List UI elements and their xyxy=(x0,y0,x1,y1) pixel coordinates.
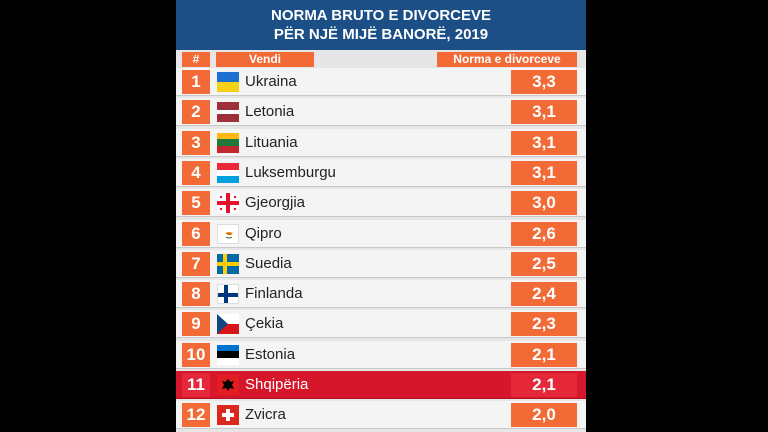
finland-flag-icon xyxy=(217,284,239,305)
sweden-flag-icon xyxy=(217,253,239,274)
divorce-rate-value: 3,1 xyxy=(511,100,577,125)
rank-cell: 10 xyxy=(182,342,210,367)
rank-cell: 7 xyxy=(182,251,210,276)
country-name: Çekia xyxy=(245,315,284,333)
czechia-flag-icon xyxy=(217,314,239,335)
divorce-rate-value: 2,5 xyxy=(511,251,577,276)
country-name: Letonia xyxy=(245,103,295,121)
rank-cell: 9 xyxy=(182,312,210,337)
country-name: Shqipëria xyxy=(245,376,309,393)
latvia-flag-icon xyxy=(217,102,239,123)
divorce-rate-value: 3,0 xyxy=(511,191,577,216)
country-name: Lituania xyxy=(245,133,298,151)
rank-cell: 4 xyxy=(182,160,210,185)
rank-cell: 2 xyxy=(182,100,210,125)
chart-title: NORMA BRUTO E DIVORCEVE PËR NJË MIJË BAN… xyxy=(176,0,586,50)
georgia-flag-icon xyxy=(217,193,239,214)
rank-cell: 3 xyxy=(182,130,210,155)
switzerland-flag-icon xyxy=(217,405,239,426)
table-row: 5 Gjeorgjia 3,0 xyxy=(176,189,586,218)
country-name: Ukraina xyxy=(245,73,297,90)
column-header-value: Norma e divorceve xyxy=(437,52,577,67)
table-row: 3 Lituania 3,1 xyxy=(176,128,586,157)
table-row: 12 Zvicra 2,0 xyxy=(176,401,586,430)
estonia-flag-icon xyxy=(217,344,239,365)
rank-cell: 5 xyxy=(182,191,210,216)
albania-flag-icon xyxy=(217,375,239,395)
ranking-panel: NORMA BRUTO E DIVORCEVE PËR NJË MIJË BAN… xyxy=(176,0,586,432)
country-name: Finlanda xyxy=(245,285,303,303)
table-row: 8 Finlanda 2,4 xyxy=(176,280,586,309)
divorce-rate-value: 2,6 xyxy=(511,221,577,246)
divorce-rate-value: 2,4 xyxy=(511,282,577,307)
divorce-rate-value: 2,0 xyxy=(511,403,577,428)
rank-cell: 8 xyxy=(182,282,210,307)
lithuania-flag-icon xyxy=(217,132,239,153)
country-name: Estonia xyxy=(245,345,296,363)
table-row: 10 Estonia 2,1 xyxy=(176,340,586,369)
country-name: Qipro xyxy=(245,224,282,242)
table-row: 4 Luksemburgu 3,1 xyxy=(176,158,586,187)
divorce-rate-value: 2,3 xyxy=(511,312,577,337)
column-header-rank: # xyxy=(182,52,210,67)
table-row: 11 Shqipëria 2,1 xyxy=(176,371,586,399)
ukraine-flag-icon xyxy=(217,72,239,92)
divorce-rate-value: 3,1 xyxy=(511,160,577,185)
divorce-rate-value: 3,3 xyxy=(511,70,577,94)
rank-cell: 6 xyxy=(182,221,210,246)
table-row: 7 Suedia 2,5 xyxy=(176,249,586,278)
country-name: Luksemburgu xyxy=(245,163,336,181)
column-header-country: Vendi xyxy=(216,52,314,67)
divorce-rate-value: 3,1 xyxy=(511,130,577,155)
divorce-rate-value: 2,1 xyxy=(511,373,577,397)
country-name: Suedia xyxy=(245,254,292,272)
country-name: Gjeorgjia xyxy=(245,194,306,212)
cyprus-flag-icon xyxy=(217,223,239,244)
rank-cell: 11 xyxy=(182,373,210,397)
table-row: 2 Letonia 3,1 xyxy=(176,98,586,127)
rank-cell: 1 xyxy=(182,70,210,94)
table-row: 9 Çekia 2,3 xyxy=(176,310,586,339)
rank-cell: 12 xyxy=(182,403,210,428)
luxembourg-flag-icon xyxy=(217,162,239,183)
title-line-2: PËR NJË MIJË BANORË, 2019 xyxy=(273,26,489,43)
country-name: Zvicra xyxy=(245,406,286,424)
title-line-1: NORMA BRUTO E DIVORCEVE xyxy=(270,7,492,24)
table-row: 1 Ukraina 3,3 xyxy=(176,68,586,96)
divorce-rate-value: 2,1 xyxy=(511,342,577,367)
table-row: 6 Qipro 2,6 xyxy=(176,219,586,248)
